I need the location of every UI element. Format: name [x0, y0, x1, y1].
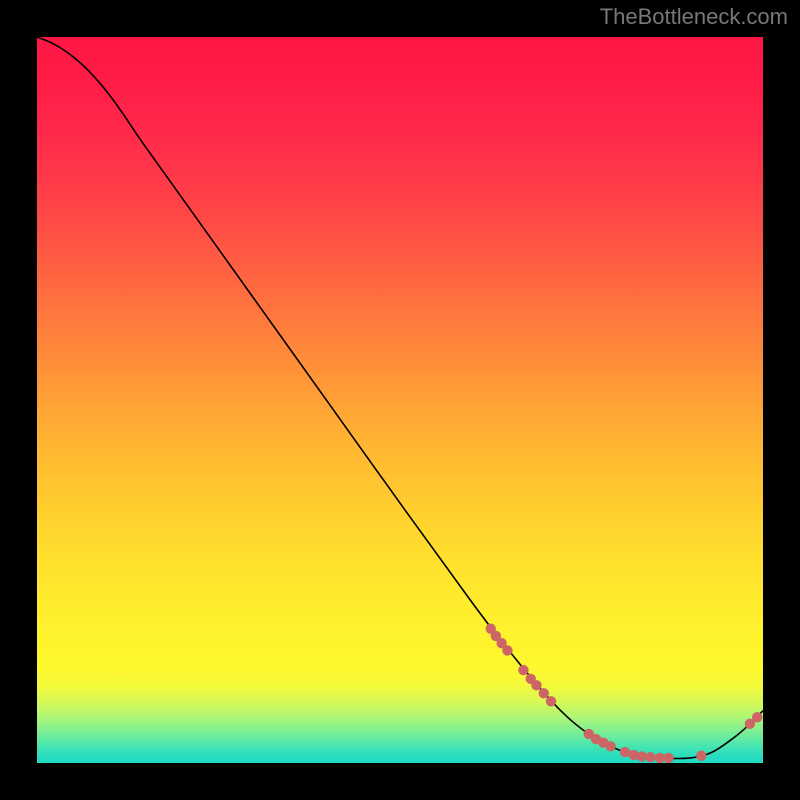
- bottleneck-chart: [0, 0, 800, 800]
- data-marker: [502, 645, 512, 655]
- data-marker: [531, 680, 541, 690]
- data-marker: [752, 712, 762, 722]
- plot-background: [37, 37, 763, 763]
- data-marker: [546, 696, 556, 706]
- data-marker: [539, 688, 549, 698]
- data-marker: [645, 752, 655, 762]
- data-marker: [696, 751, 706, 761]
- data-marker: [663, 753, 673, 763]
- data-marker: [605, 741, 615, 751]
- data-marker: [518, 665, 528, 675]
- attribution-text: TheBottleneck.com: [600, 4, 788, 30]
